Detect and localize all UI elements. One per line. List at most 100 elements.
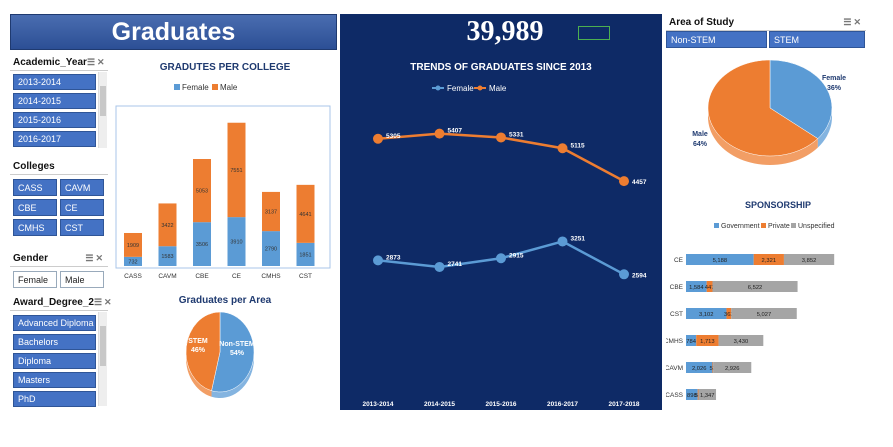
bar-private-cass	[697, 389, 699, 400]
slicer-item-male[interactable]: Male	[60, 271, 104, 288]
point-male-2013-2014	[373, 133, 383, 144]
tick-label-cmhs: CMHS	[666, 338, 684, 345]
slicer-item-advanced-diploma[interactable]: Advanced Diploma	[13, 315, 96, 331]
slicer-item-masters[interactable]: Masters	[13, 372, 96, 388]
data-label-government-ce: 5,188	[713, 258, 728, 264]
graduates-trend-chart: TRENDS OF GRADUATES SINCE 2013 Female Ma…	[362, 62, 647, 408]
slicer-item-2016-2017[interactable]: 2016-2017	[13, 131, 96, 147]
pie-slice-non-stem	[211, 311, 255, 393]
legend-government-swatch	[714, 223, 719, 228]
legend-unspecified-label: Unspecified	[798, 223, 835, 230]
slicer-item-bachelors[interactable]: Bachelors	[13, 334, 96, 350]
slicer-item-cavm[interactable]: CAVM	[60, 179, 104, 196]
data-label-male-cst: 4641	[299, 212, 311, 218]
legend-male-label: Male	[489, 84, 507, 93]
gender-pie-chart: Female 36% Male 64%	[692, 59, 846, 165]
data-label-female-cass: 732	[128, 259, 137, 265]
bar-female-cbe	[193, 222, 211, 266]
slicer-item-ce[interactable]: CE	[60, 199, 104, 216]
slicer-item-non-stem[interactable]: Non-STEM	[666, 31, 767, 48]
non-stem-value: 54%	[230, 350, 245, 357]
multi-select-icon[interactable]: ☰✕	[86, 56, 107, 67]
area-of-study-slicer-header: Area of Study	[669, 16, 735, 28]
bar-private-cst	[726, 308, 732, 319]
point-male-2017-2018	[619, 176, 629, 187]
bar-government-cavm	[686, 362, 713, 373]
data-label-female-2017-2018: 2594	[632, 272, 647, 279]
data-label-female-cmhs: 2790	[265, 247, 277, 253]
gender-slicer: Gender ☰✕ Female Male	[10, 250, 108, 290]
legend-male-label: Male	[220, 83, 238, 92]
legend-government-label: Government	[721, 223, 760, 230]
pie-slice-stem	[185, 311, 221, 392]
tick-label-ce: CE	[232, 273, 242, 280]
scroll-thumb[interactable]	[100, 86, 106, 116]
tick-label-ce: CE	[674, 257, 684, 264]
slicer-item-phd[interactable]: PhD	[13, 391, 96, 407]
gender-slicer-header: Gender	[13, 252, 49, 264]
award-degree-slicer: Award_Degree_2 ☰✕ Advanced Diploma Bache…	[10, 294, 112, 408]
bar-male-cbe	[193, 159, 211, 223]
slicer-item-cbe[interactable]: CBE	[13, 199, 57, 216]
data-label-private-cmhs: 1,713	[700, 339, 715, 345]
tick-label-cass: CASS	[124, 273, 142, 280]
bar-unspecified-ce	[783, 254, 835, 265]
data-label-male-cavm: 3422	[161, 223, 173, 229]
slicer-item-stem[interactable]: STEM	[769, 31, 865, 48]
data-label-female-2015-2016: 2915	[509, 252, 524, 259]
data-label-unspecified-cass: 1,347	[700, 393, 715, 399]
female-label: Female	[822, 75, 846, 82]
bar-private-cavm	[712, 362, 714, 373]
trend-chart-title: TRENDS OF GRADUATES SINCE 2013	[410, 62, 592, 73]
slicer-item-cst[interactable]: CST	[60, 219, 104, 236]
tick-label-cst: CST	[670, 311, 683, 318]
data-label-female-2014-2015: 2741	[448, 261, 463, 268]
academic-year-slicer: Academic_Year ☰✕ 2013-2014 2014-2015 201…	[10, 54, 108, 150]
graduates-per-area-chart: Graduates per Area STEM 46% Non-STEM 54%	[179, 295, 272, 398]
bar-government-cbe	[686, 281, 707, 292]
data-label-government-cass: 898	[687, 393, 697, 399]
tick-label-2016-2017: 2016-2017	[547, 401, 578, 408]
award-scrollbar[interactable]	[98, 312, 107, 406]
point-female-2017-2018	[619, 269, 629, 280]
bar-private-ce	[753, 254, 784, 265]
stem-label: STEM	[188, 338, 208, 345]
legend-female-swatch	[174, 84, 180, 90]
slicer-item-cmhs[interactable]: CMHS	[13, 219, 57, 236]
bar-unspecified-cbe	[712, 281, 798, 292]
sponsorship-chart: SPONSORSHIP Government Private Unspecifi…	[666, 200, 835, 400]
data-label-male-2015-2016: 5331	[509, 131, 524, 138]
bar-male-cass	[124, 232, 142, 257]
slicer-item-2014-2015[interactable]: 2014-2015	[13, 93, 96, 109]
point-male-2016-2017	[557, 143, 568, 154]
data-label-private-cavm: 53	[710, 366, 716, 372]
data-label-private-cbe: 447	[705, 285, 715, 291]
slicer-item-2015-2016[interactable]: 2015-2016	[13, 112, 96, 128]
slicer-item-diploma[interactable]: Diploma	[13, 353, 96, 369]
tick-label-cass: CASS	[666, 392, 684, 399]
tick-label-cbe: CBE	[195, 273, 209, 280]
multi-select-icon[interactable]: ☰✕	[93, 296, 114, 307]
point-female-2014-2015	[434, 261, 445, 272]
tick-label-cst: CST	[299, 273, 312, 280]
bar-female-cst	[296, 242, 315, 266]
tick-label-2013-2014: 2013-2014	[362, 401, 393, 408]
slicer-item-cass[interactable]: CASS	[13, 179, 57, 196]
multi-select-icon[interactable]: ☰✕	[85, 252, 105, 263]
bar-female-cass	[124, 256, 142, 266]
data-label-male-cass: 1909	[127, 243, 139, 249]
graduates-per-college-chart: GRADUTES PER COLLEGE Female Male 732 1909…	[115, 62, 331, 280]
multi-select-icon[interactable]: ☰✕	[843, 16, 863, 27]
legend-male-marker	[477, 85, 483, 91]
bar-male-cmhs	[262, 191, 280, 232]
sponsorship-chart-title: SPONSORSHIP	[745, 200, 811, 210]
slicer-item-2013-2014[interactable]: 2013-2014	[13, 74, 96, 90]
academic-year-scrollbar[interactable]	[98, 72, 107, 148]
slicer-item-female[interactable]: Female	[13, 271, 57, 288]
scroll-thumb[interactable]	[100, 326, 106, 366]
selected-cell[interactable]	[578, 26, 610, 40]
bar-government-cass	[686, 389, 698, 400]
bar-male-cavm	[158, 203, 177, 247]
data-label-private-ce: 2,321	[762, 258, 777, 264]
data-label-unspecified-cavm: 2,926	[725, 366, 740, 372]
